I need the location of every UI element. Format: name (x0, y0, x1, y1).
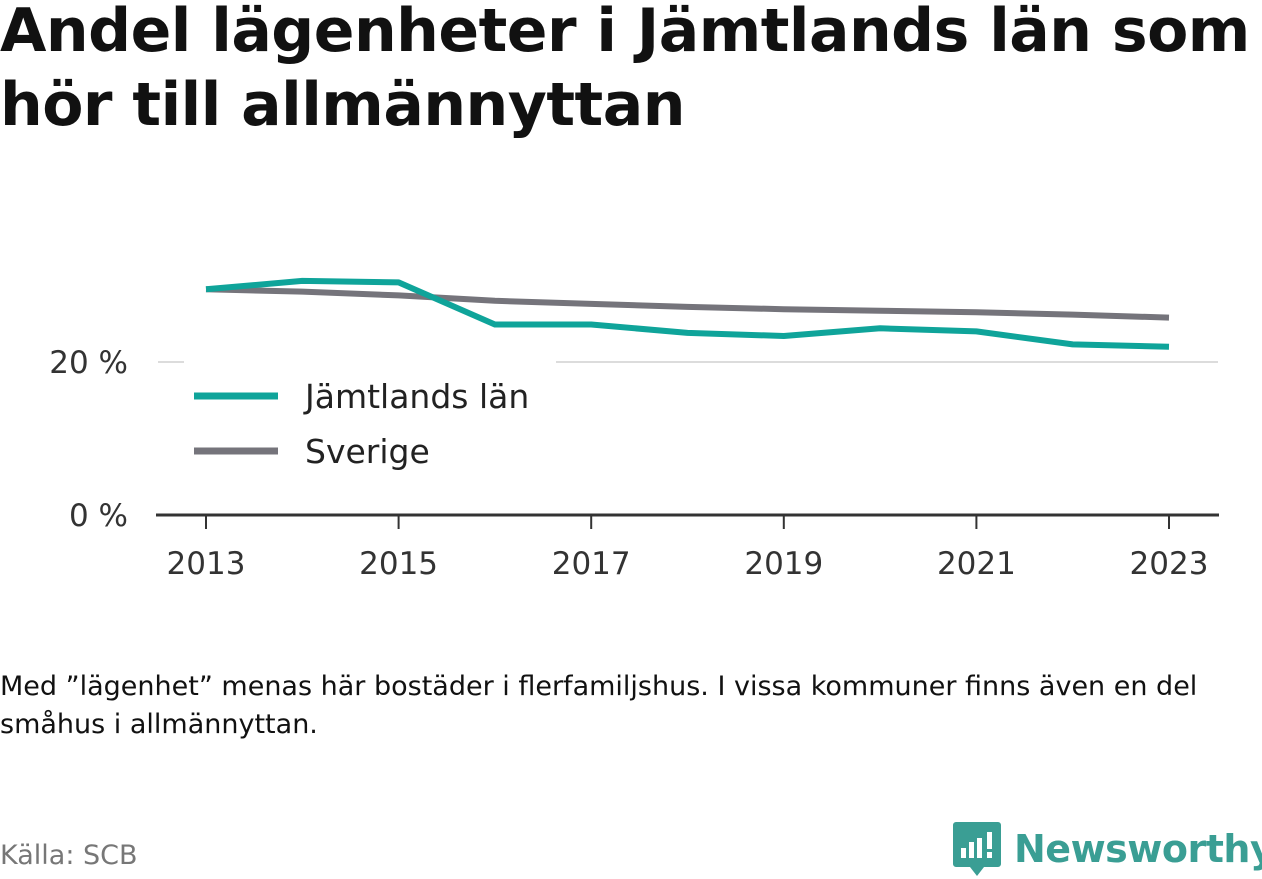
source-label: Källa: SCB (0, 840, 138, 871)
legend-label-jamtlands-lan: Jämtlands län (303, 377, 529, 416)
x-tick-label: 2017 (552, 546, 631, 582)
y-tick-label: 20 % (49, 345, 128, 381)
x-tick-label: 2023 (1130, 546, 1209, 582)
legend: Jämtlands län Sverige (184, 352, 556, 476)
x-tick-label: 2015 (359, 546, 438, 582)
chart-note: Med ”lägenhet” menas här bostäder i fler… (0, 671, 1198, 740)
y-tick-label: 0 % (69, 498, 128, 534)
legend-gridline-mask (184, 352, 556, 366)
x-tick-label: 2019 (744, 546, 823, 582)
series-line-sverige (205, 286, 1170, 321)
newsworthy-logo-icon (953, 822, 1001, 876)
legend-label-sverige: Sverige (305, 432, 430, 471)
line-chart: 0 % 20 % 2013 2015 2017 2019 2021 2023 Jämtland… (49, 277, 1219, 582)
x-tick-label: 2013 (167, 546, 246, 582)
series-line-jamtlands-lan (205, 277, 1170, 350)
series-lines (205, 277, 1170, 350)
chart-title: Andel lägenheter i Jämtlands län som hör… (0, 0, 1250, 140)
legend-background (186, 364, 556, 476)
brand-name: Newsworthy (1014, 827, 1262, 871)
x-tick-label: 2021 (937, 546, 1016, 582)
newsworthy-logo: Newsworthy (952, 820, 1262, 878)
axes: 0 % 20 % 2013 2015 2017 2019 2021 2023 (49, 345, 1219, 582)
